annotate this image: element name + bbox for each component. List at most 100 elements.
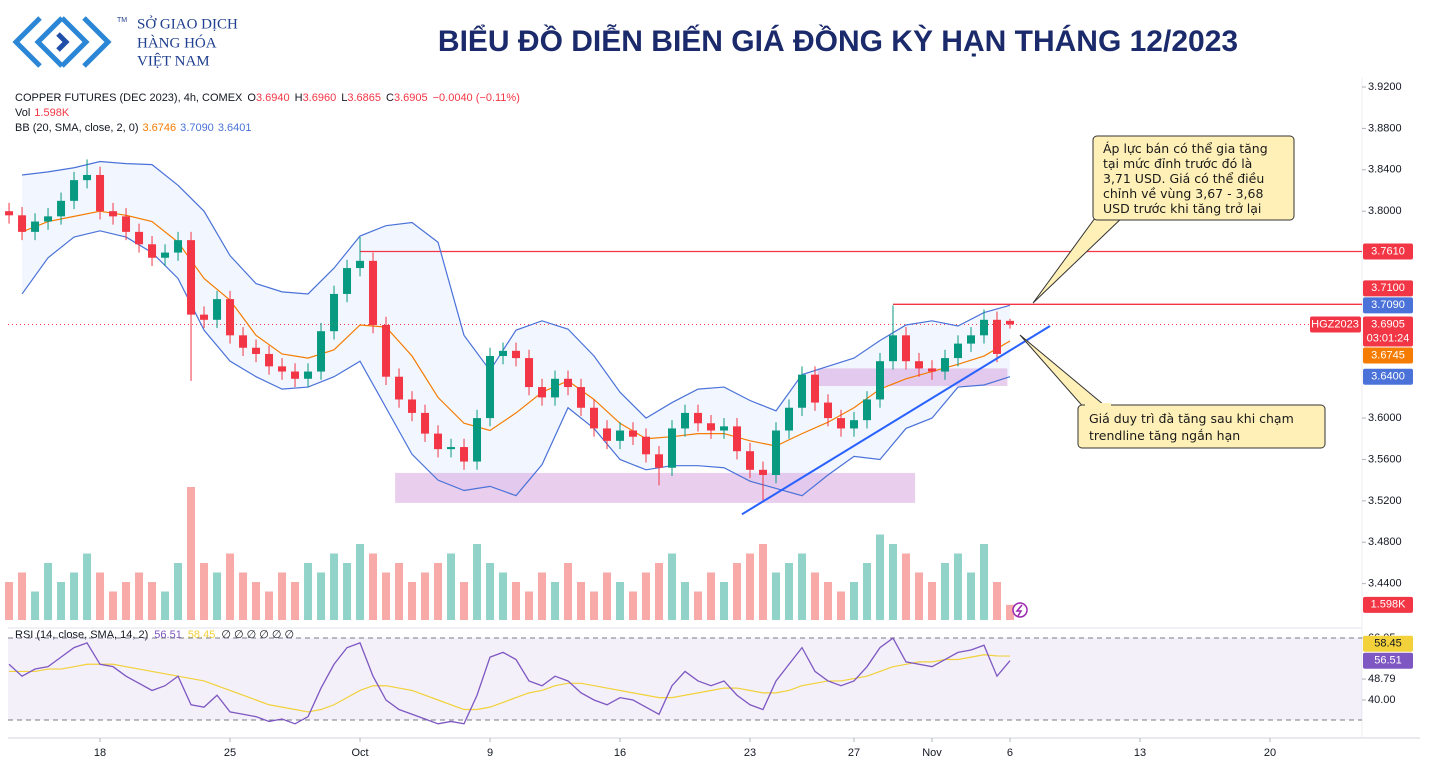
volume-bar xyxy=(83,553,92,620)
volume-bar xyxy=(57,582,66,620)
y-tick-label: 3.5200 xyxy=(1368,495,1402,507)
candle-body xyxy=(317,331,326,372)
candle-body xyxy=(850,420,859,429)
callout-text: USD trước khi tăng trở lại xyxy=(1103,201,1261,216)
candle-body xyxy=(31,221,40,232)
volume-bar xyxy=(148,582,157,620)
legend-text: 3.6746 xyxy=(143,122,177,134)
volume-bar xyxy=(499,572,508,620)
callout-text: tại mức đỉnh trước đó là xyxy=(1103,156,1252,171)
overlay: Áp lực bán có thể gia tăng tại mức đỉnh … xyxy=(1012,135,1326,618)
logo-mark xyxy=(12,16,42,68)
volume-bar xyxy=(330,553,339,620)
legend-text: C xyxy=(386,92,394,104)
volume-bar xyxy=(408,582,417,620)
logo-mark xyxy=(56,32,70,52)
axis-badge xyxy=(1363,297,1413,314)
candle-body xyxy=(512,350,521,359)
volume-bar xyxy=(681,582,690,620)
volume-bar xyxy=(525,591,534,620)
legend-line: COPPER FUTURES (DEC 2023), 4h, COMEX O3.6… xyxy=(15,92,520,104)
logo-mark xyxy=(60,16,90,68)
candle-body xyxy=(785,407,794,431)
callout: Giá duy trì đà tăng sau khi chạm trendli… xyxy=(1019,334,1326,449)
candle-body xyxy=(863,399,872,421)
callout-text: Giá duy trì đà tăng sau khi chạm xyxy=(1089,411,1294,426)
legend-line: Vol 1.598K xyxy=(15,107,70,119)
candle-body xyxy=(720,426,729,431)
candle-body xyxy=(953,343,962,359)
volume-bar xyxy=(44,563,53,620)
alert-circle xyxy=(1012,602,1028,618)
alert-bolt xyxy=(1015,604,1023,617)
logo-line: VIỆT NAM xyxy=(137,52,210,69)
y-tick-label: 3.5600 xyxy=(1368,453,1402,465)
volume-bar xyxy=(213,572,222,620)
volume-bar xyxy=(992,582,1001,620)
volume-bar xyxy=(837,591,846,620)
volume-bar xyxy=(161,591,170,620)
callout-pointer xyxy=(1019,334,1112,411)
volume-bar xyxy=(564,563,573,620)
callout-text: chỉnh về vùng 3,67 - 3,68 xyxy=(1103,186,1263,201)
alert-icon xyxy=(1012,602,1028,618)
y-tick-label: 3.8400 xyxy=(1368,164,1402,176)
volume-bar xyxy=(966,572,975,620)
candle-body xyxy=(486,356,495,419)
candle-body xyxy=(577,387,586,408)
volume-bar xyxy=(889,544,898,620)
volume-bar xyxy=(343,563,352,620)
volume-bar xyxy=(953,553,962,620)
candle-body xyxy=(824,402,833,419)
candle-body xyxy=(694,412,703,424)
axis-badge-label: 3.7100 xyxy=(1371,282,1405,294)
axis-badge xyxy=(1363,347,1413,364)
volume-bar xyxy=(850,582,859,620)
axis-badge-label: 1.598K xyxy=(1371,599,1407,611)
legend-text: −0.0040 (−0.11%) xyxy=(433,92,520,104)
x-tick-label: 13 xyxy=(1134,747,1146,759)
legend-text: 3.6905 xyxy=(394,92,428,104)
axis-badge-label: 3.7090 xyxy=(1371,299,1405,311)
candle-body xyxy=(408,399,417,413)
axis-badge xyxy=(1363,596,1413,613)
rsi-tick-label: 40.00 xyxy=(1368,694,1396,706)
volume-bar xyxy=(18,572,27,620)
candle-body xyxy=(252,347,261,354)
volume-bar xyxy=(927,582,936,620)
volume-bar xyxy=(979,544,988,620)
axis-badge-label: 58.45 xyxy=(1374,638,1402,650)
bb-line xyxy=(21,230,1011,497)
candle-body xyxy=(668,428,677,468)
y-tick-label: 3.9200 xyxy=(1368,81,1402,93)
volume-bar xyxy=(940,563,949,620)
legend-text: 3.6940 xyxy=(256,92,290,104)
candle-body xyxy=(148,244,157,258)
candle-body xyxy=(447,447,456,450)
volume-bar xyxy=(291,582,300,620)
symbol-label: HGZ2023 xyxy=(1311,318,1359,330)
axis-badge-label: 3.6400 xyxy=(1371,371,1405,383)
volume-bar xyxy=(876,534,885,620)
candle-body xyxy=(681,412,690,429)
axis-badge xyxy=(1363,243,1413,260)
volume-bar xyxy=(109,591,118,620)
candle-body xyxy=(330,293,339,332)
axis-badge-label: 56.51 xyxy=(1374,655,1402,667)
candle-body xyxy=(746,451,755,470)
candle-body xyxy=(837,418,846,429)
bb-line xyxy=(21,160,1011,419)
legend-text: ∅ ∅ ∅ ∅ ∅ ∅ xyxy=(221,629,294,641)
candle-body xyxy=(213,299,222,320)
trendline xyxy=(741,325,1051,516)
x-tick-label: 20 xyxy=(1264,747,1276,759)
candle-body xyxy=(616,430,625,441)
volume-bar xyxy=(538,572,547,620)
volume-bar xyxy=(811,572,820,620)
callout-joint xyxy=(1098,211,1127,217)
candle-body xyxy=(187,240,196,315)
volume-bar xyxy=(486,563,495,620)
candle-body xyxy=(96,174,105,212)
candle-body xyxy=(811,374,820,403)
